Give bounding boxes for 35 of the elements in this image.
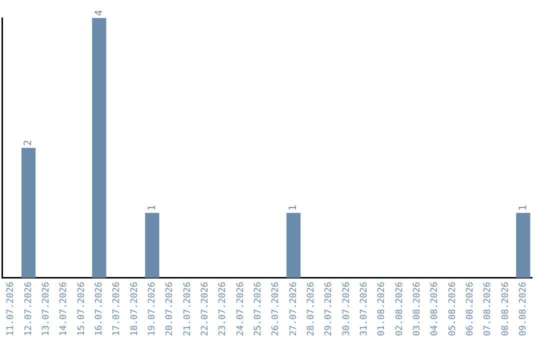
- x-tick-label: 05.08.2026: [448, 282, 458, 336]
- x-tick-label: 17.07.2026: [112, 282, 122, 336]
- x-tick-label: 30.07.2026: [342, 282, 352, 336]
- data-label: 4: [94, 10, 105, 16]
- x-tick-label: 26.07.2026: [271, 282, 282, 336]
- data-label: 1: [146, 204, 158, 211]
- data-label: 1: [288, 204, 300, 211]
- x-tick-label: 22.07.2026: [200, 282, 211, 336]
- x-tick-label: 25.07.2026: [254, 282, 264, 336]
- x-tick-label: 23.07.2026: [218, 282, 228, 336]
- x-tick-label: 19.07.2026: [148, 282, 158, 336]
- x-tick-label: 16.07.2026: [94, 282, 105, 336]
- x-tick-label: 27.07.2026: [288, 282, 299, 336]
- x-tick-label: 04.08.2026: [430, 282, 440, 336]
- x-tick-label: 28.07.2026: [306, 282, 317, 336]
- x-tick-label: 24.07.2026: [236, 282, 246, 336]
- x-tick-label: 12.07.2026: [24, 282, 34, 336]
- x-tick-label: 01.08.2026: [377, 282, 388, 336]
- x-tick-label: 15.07.2026: [76, 282, 87, 336]
- x-tick-label: 31.07.2026: [360, 282, 370, 336]
- x-tick-label: 14.07.2026: [59, 282, 70, 336]
- data-label: 1: [518, 204, 529, 211]
- data-label: 2: [23, 140, 34, 146]
- x-tick-label: 29.07.2026: [324, 282, 334, 336]
- x-tick-label: 02.08.2026: [394, 282, 405, 336]
- x-tick-label: 09.08.2026: [518, 282, 529, 336]
- x-tick-label: 18.07.2026: [130, 282, 140, 336]
- x-tick-label: 21.07.2026: [182, 282, 193, 336]
- x-tick-label: 07.08.2026: [483, 282, 494, 336]
- x-tick-label: 08.08.2026: [500, 282, 511, 336]
- x-tick-label: 11.07.2026: [6, 282, 16, 336]
- x-tick-label: 03.08.2026: [412, 282, 423, 336]
- x-tick-label: 20.07.2026: [165, 282, 176, 336]
- x-tick-label: 13.07.2026: [42, 282, 52, 336]
- x-tick-label: 06.08.2026: [466, 282, 476, 336]
